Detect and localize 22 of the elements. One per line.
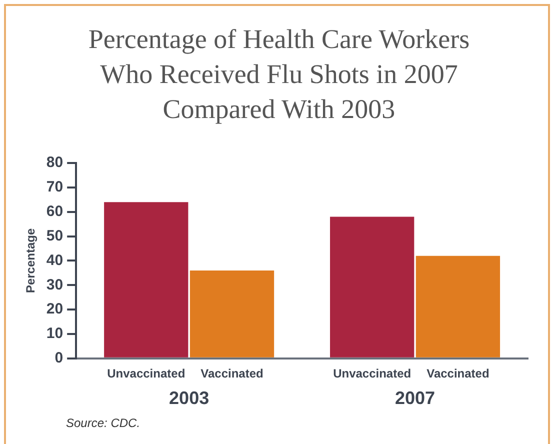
bar — [104, 202, 188, 358]
source-note: Source: CDC. — [66, 416, 140, 430]
y-tick-label: 20 — [46, 300, 64, 318]
y-tick-label: 0 — [54, 350, 64, 367]
y-tick-label: 10 — [46, 325, 64, 342]
x-tick-label: 2007 — [395, 388, 436, 408]
bar — [330, 216, 414, 358]
y-tick-label: 30 — [46, 276, 64, 294]
x-tick-label: 2003 — [169, 388, 210, 408]
series-label: Unvaccinated — [107, 366, 186, 381]
y-tick-label: 50 — [46, 227, 64, 244]
bar — [416, 256, 500, 358]
y-tick-label: 60 — [46, 202, 64, 220]
y-axis-title: Percentage — [24, 228, 38, 294]
chart-title: Percentage of Health Care Workers Who Received Flu Shots in 2007 Compared With 2003 — [87, 23, 471, 126]
text: Unvaccinated — [333, 366, 412, 381]
y-tick-label: 70 — [46, 178, 64, 196]
y-tick-label: 80 — [46, 154, 64, 172]
y-tick-label: 40 — [46, 252, 64, 269]
bar — [190, 270, 274, 358]
series-label: Vaccinated — [200, 366, 264, 381]
text: Vaccinated — [426, 366, 490, 381]
